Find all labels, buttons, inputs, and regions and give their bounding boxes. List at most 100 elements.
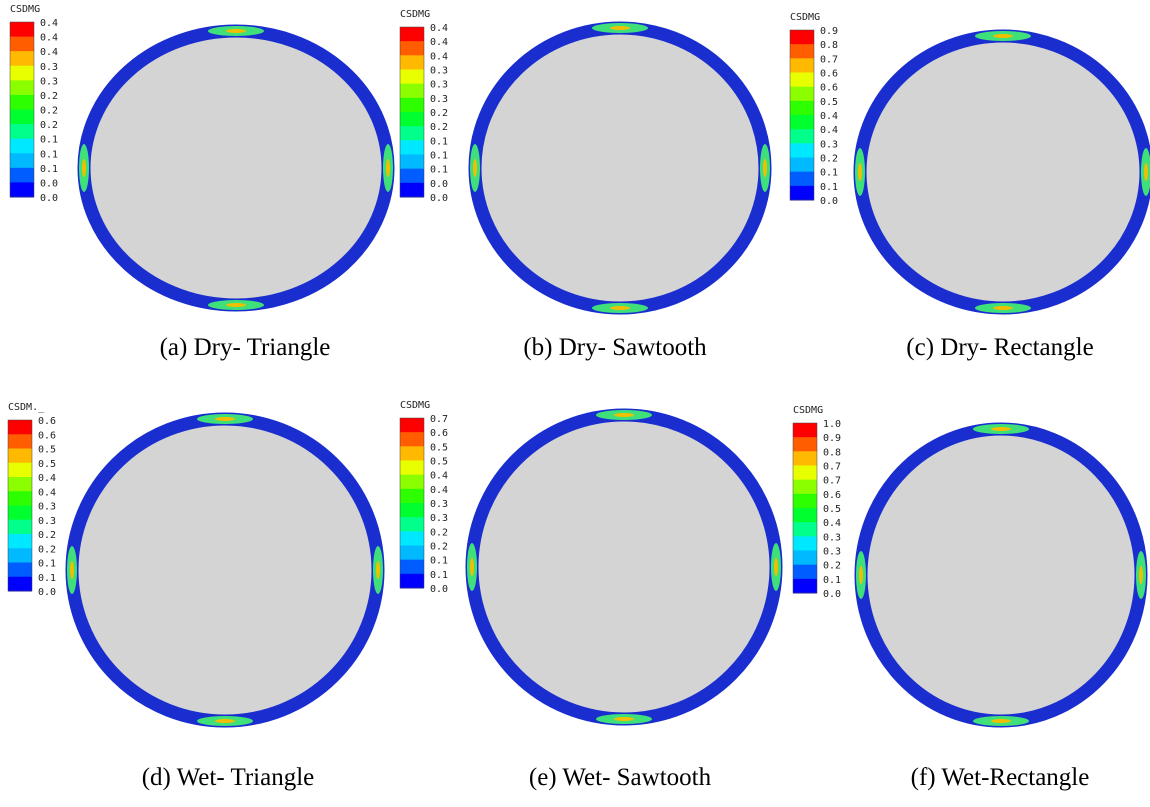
specimen: [84, 31, 388, 305]
legend-label: 0.4: [40, 47, 58, 58]
legend-band: [793, 466, 817, 481]
legend-label: 0.6: [820, 83, 838, 94]
damage-core: [82, 159, 86, 177]
legend-label: 0.3: [823, 547, 841, 558]
legend-band: [10, 153, 34, 168]
legend-label: 0.9: [820, 26, 838, 37]
legend-band: [10, 22, 34, 37]
legend-label: 0.3: [823, 532, 841, 543]
legend-label: 0.1: [38, 573, 56, 584]
damage-core: [993, 34, 1013, 38]
legend-label: 0.0: [38, 587, 56, 598]
legend-band: [793, 536, 817, 551]
damage-core: [376, 561, 380, 579]
legend-label: 0.4: [430, 37, 448, 48]
damage-core: [774, 558, 778, 576]
legend-label: 0.1: [820, 182, 838, 193]
legend-band: [400, 126, 424, 141]
panel: CSDMG0.40.40.40.30.30.20.20.20.10.10.10.…: [10, 4, 393, 361]
legend-label: 0.7: [430, 414, 448, 425]
legend-label: 1.0: [823, 419, 841, 430]
legend-label: 0.4: [38, 473, 56, 484]
legend-band: [790, 58, 814, 73]
legend-band: [400, 546, 424, 561]
legend-band: [10, 95, 34, 110]
legend-label: 0.4: [40, 18, 58, 29]
legend-label: 0.4: [820, 111, 838, 122]
legend-band: [790, 44, 814, 59]
legend-label: 0.1: [430, 556, 448, 567]
legend-label: 0.3: [430, 499, 448, 510]
legend-band: [793, 565, 817, 580]
legend-band: [400, 560, 424, 575]
legend-label: 0.6: [38, 416, 56, 427]
legend-label: 0.6: [38, 430, 56, 441]
legend-band: [10, 66, 34, 81]
damage-core: [859, 566, 863, 584]
legend-label: 0.4: [430, 471, 448, 482]
specimen: [475, 28, 765, 308]
legend-band: [8, 420, 32, 435]
legend-label: 0.8: [823, 447, 841, 458]
damage-core: [614, 717, 634, 721]
legend-label: 0.3: [40, 62, 58, 73]
legend-label: 0.1: [38, 559, 56, 570]
damage-core: [70, 561, 74, 579]
legend-band: [400, 70, 424, 85]
legend-title: CSDMG: [790, 12, 820, 23]
legend-band: [790, 101, 814, 116]
legend-label: 0.2: [820, 154, 838, 165]
damage-core: [1139, 566, 1143, 584]
legend-label: 0.3: [430, 513, 448, 524]
legend-band: [8, 548, 32, 563]
legend-band: [793, 494, 817, 509]
legend-band: [8, 463, 32, 478]
caption: (d) Wet- Triangle: [142, 764, 315, 791]
legend-label: 0.1: [430, 165, 448, 176]
legend-label: 0.3: [820, 139, 838, 150]
legend-band: [400, 517, 424, 532]
legend-label: 0.3: [430, 66, 448, 77]
legend-band: [400, 27, 424, 42]
legend-label: 0.2: [40, 120, 58, 131]
legend-band: [790, 186, 814, 201]
legend-band: [400, 41, 424, 56]
legend-label: 0.4: [38, 487, 56, 498]
legend-label: 0.2: [430, 122, 448, 133]
legend-label: 0.0: [430, 193, 448, 204]
legend-label: 0.5: [38, 459, 56, 470]
legend-band: [400, 98, 424, 113]
legend-label: 0.3: [38, 502, 56, 513]
legend-label: 0.0: [823, 589, 841, 600]
legend-band: [8, 563, 32, 578]
legend-label: 0.0: [820, 196, 838, 207]
legend-band: [790, 129, 814, 144]
legend-label: 0.2: [38, 530, 56, 541]
legend-label: 0.9: [823, 433, 841, 444]
caption: (e) Wet- Sawtooth: [529, 764, 712, 791]
legend-band: [400, 446, 424, 461]
legend-label: 0.6: [823, 490, 841, 501]
legend-label: 0.5: [38, 445, 56, 456]
damage-core: [386, 159, 390, 177]
legend-band: [400, 183, 424, 198]
legend-band: [8, 506, 32, 521]
legend-label: 0.5: [430, 457, 448, 468]
damage-core: [473, 159, 477, 177]
damage-core: [226, 29, 246, 33]
legend-label: 0.1: [40, 135, 58, 146]
legend-title: CSDMG: [10, 4, 40, 15]
legend-band: [10, 124, 34, 139]
legend-band: [400, 112, 424, 127]
legend-label: 0.0: [40, 178, 58, 189]
legend-band: [400, 169, 424, 184]
damage-core: [991, 427, 1011, 431]
panel: CSDMG1.00.90.80.70.70.60.50.40.30.30.20.…: [793, 405, 1146, 791]
legend-label: 0.2: [38, 544, 56, 555]
legend-band: [793, 579, 817, 594]
legend-band: [790, 158, 814, 173]
panel: CSDMG0.70.60.50.50.40.40.30.30.20.20.10.…: [400, 400, 781, 791]
specimen: [860, 36, 1146, 308]
legend-band: [10, 139, 34, 154]
legend-label: 0.8: [820, 40, 838, 51]
